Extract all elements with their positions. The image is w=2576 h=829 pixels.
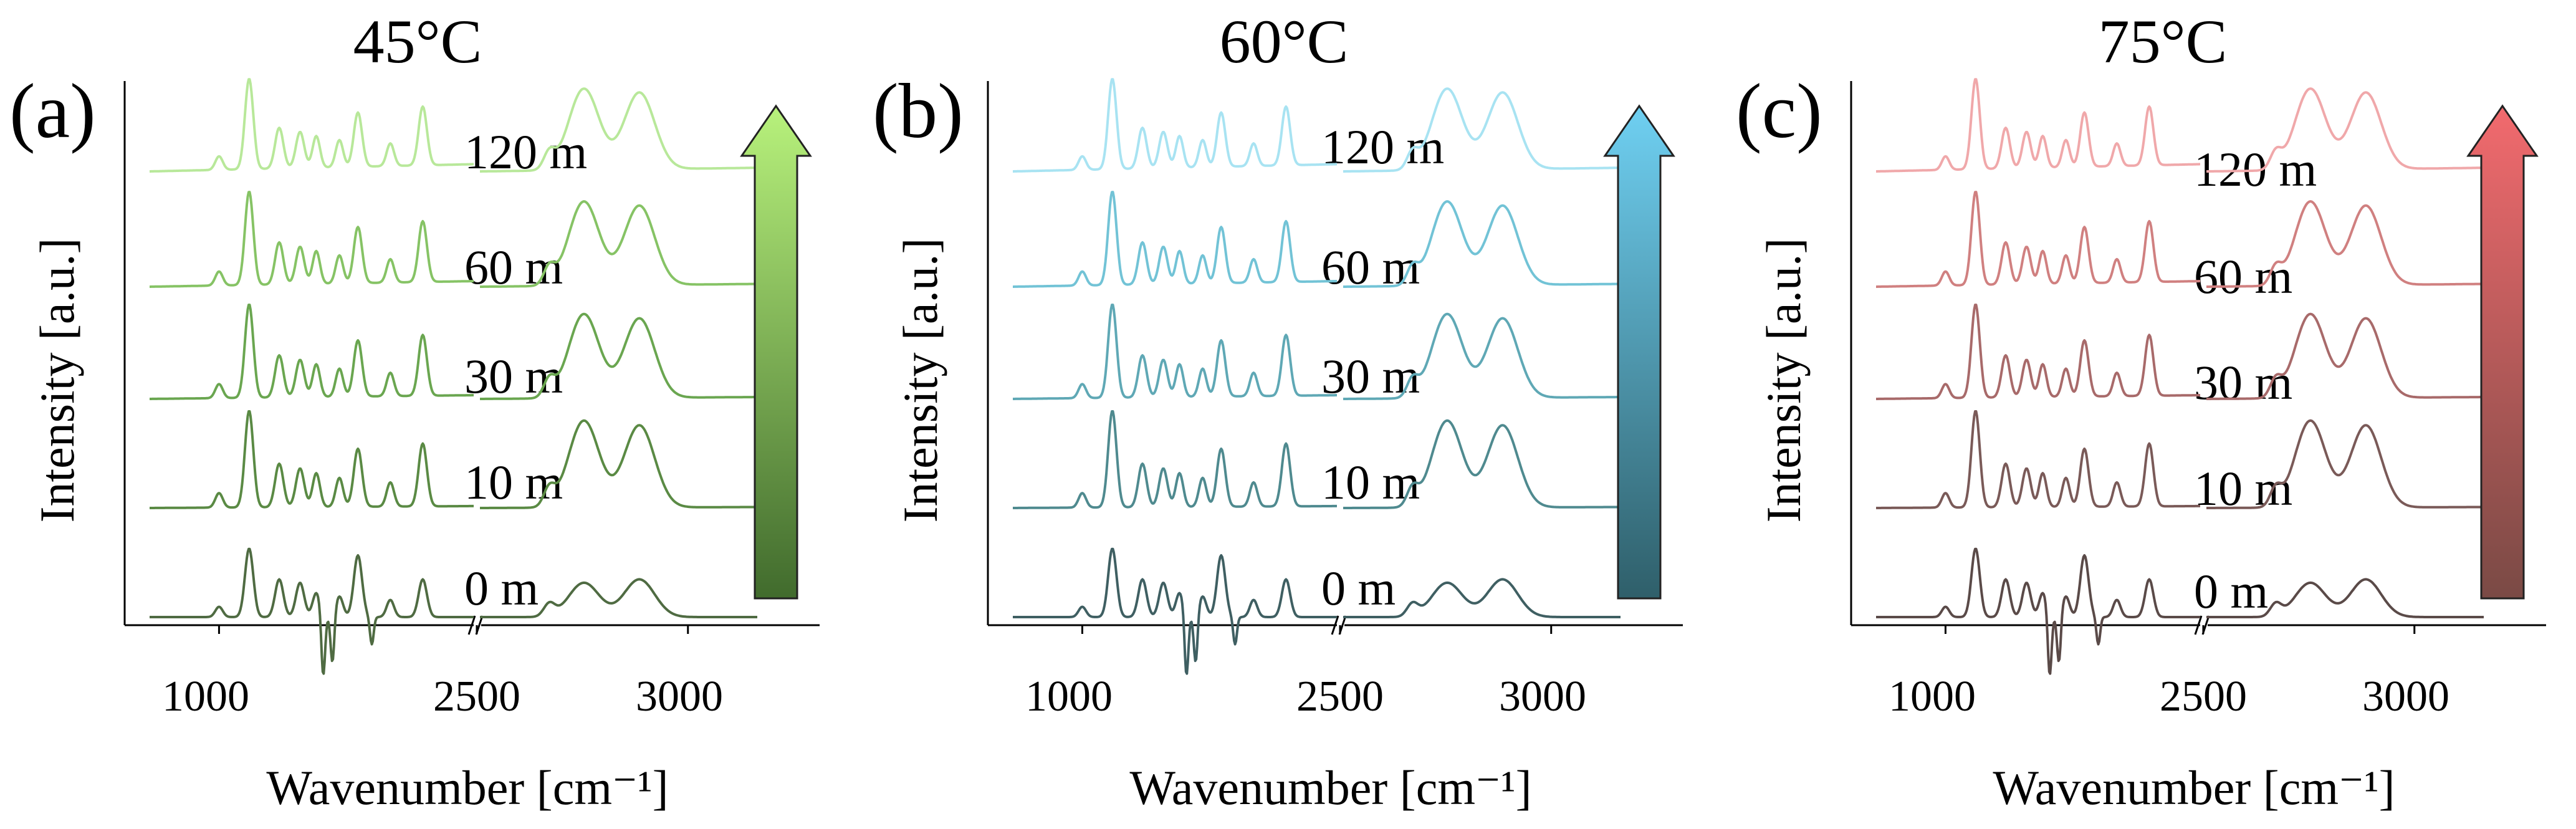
series-line-120m-high xyxy=(1343,87,1621,173)
series-line-60m-high xyxy=(1343,200,1621,288)
series-line-120m-low xyxy=(1012,78,1338,173)
time-label-120m: 120 m xyxy=(1321,120,1444,174)
series-line-30m-high xyxy=(1343,312,1621,400)
time-label-30m: 30 m xyxy=(2194,355,2292,410)
time-label-120m: 120 m xyxy=(2194,142,2317,196)
time-label-30m: 30 m xyxy=(464,349,563,403)
panel-letter: (b) xyxy=(873,69,964,155)
series-line-60m-low xyxy=(149,191,474,288)
series-line-60m-low xyxy=(1012,191,1338,288)
series-line-120m-low xyxy=(1875,78,2201,173)
panel-letter: (a) xyxy=(9,69,96,155)
series-line-0m-low xyxy=(149,547,474,675)
x-tick-label: 1000 xyxy=(1025,673,1113,721)
y-axis-label: Intensity [a.u.] xyxy=(1756,237,1811,522)
panel-title: 60°C xyxy=(1220,7,1349,76)
series-line-30m-high xyxy=(480,312,757,400)
series-line-10m-high xyxy=(1343,419,1621,509)
plot-area xyxy=(1850,78,2546,675)
series-line-0m-low xyxy=(1875,547,2201,675)
panel-a: (a) 45°C Intensity [a.u.] Wavenumber [cm… xyxy=(9,7,820,815)
panel-c: (c) 75°C Intensity [a.u.] Wavenumber [cm… xyxy=(1736,7,2546,815)
time-label-0m: 0 m xyxy=(464,561,539,615)
x-tick-label: 1000 xyxy=(162,673,249,721)
x-tick-label: 1000 xyxy=(1889,673,1976,721)
series-line-0m-low xyxy=(1012,547,1338,675)
series-line-30m-high xyxy=(2206,312,2484,400)
time-label-60m: 60 m xyxy=(2194,249,2292,304)
series-line-120m-high xyxy=(480,87,757,173)
y-axis-label: Intensity [a.u.] xyxy=(893,237,947,522)
x-tick-label: 3000 xyxy=(2362,673,2449,721)
series-line-120m-low xyxy=(149,78,474,173)
series-line-60m-low xyxy=(1875,191,2201,288)
series-line-0m-high xyxy=(480,578,757,618)
time-label-0m: 0 m xyxy=(1321,561,1396,615)
time-label-60m: 60 m xyxy=(1321,240,1420,294)
series-line-10m-low xyxy=(1875,410,2201,509)
time-trend-arrow xyxy=(740,104,812,600)
x-axis-label: Wavenumber [cm⁻¹] xyxy=(1129,760,1531,815)
series-line-10m-low xyxy=(149,410,474,509)
time-label-0m: 0 m xyxy=(2194,564,2268,618)
panel-title: 45°C xyxy=(353,7,482,76)
panel-b: (b) 60°C Intensity [a.u.] Wavenumber [cm… xyxy=(873,7,1683,815)
time-label-10m: 10 m xyxy=(464,455,563,509)
series-line-10m-high xyxy=(2206,419,2484,509)
series-line-120m-high xyxy=(2206,87,2484,173)
panel-title: 75°C xyxy=(2099,7,2228,76)
series-line-30m-low xyxy=(1875,304,2201,400)
series-line-10m-low xyxy=(1012,410,1338,509)
time-label-10m: 10 m xyxy=(2194,461,2292,515)
x-axis-label: Wavenumber [cm⁻¹] xyxy=(266,760,668,815)
series-line-10m-high xyxy=(480,419,758,509)
x-tick-label: 2500 xyxy=(2160,673,2247,721)
x-tick-label: 2500 xyxy=(433,673,520,721)
panel-letter: (c) xyxy=(1736,69,1822,155)
x-tick-label: 2500 xyxy=(1296,673,1384,721)
time-trend-arrow xyxy=(1603,104,1675,600)
series-line-60m-high xyxy=(480,200,757,288)
series-line-0m-high xyxy=(1343,578,1621,618)
series-line-30m-low xyxy=(1012,304,1338,400)
x-tick-label: 3000 xyxy=(636,673,723,721)
plot-area xyxy=(987,78,1683,675)
time-trend-arrow xyxy=(2466,104,2539,600)
series-line-0m-high xyxy=(2206,578,2484,618)
x-tick-label: 3000 xyxy=(1499,673,1586,721)
series-line-60m-high xyxy=(2206,200,2484,288)
x-axis-label: Wavenumber [cm⁻¹] xyxy=(1993,760,2395,815)
plot-area xyxy=(123,78,820,675)
y-axis-label: Intensity [a.u.] xyxy=(30,237,84,522)
series-line-30m-low xyxy=(149,304,474,400)
